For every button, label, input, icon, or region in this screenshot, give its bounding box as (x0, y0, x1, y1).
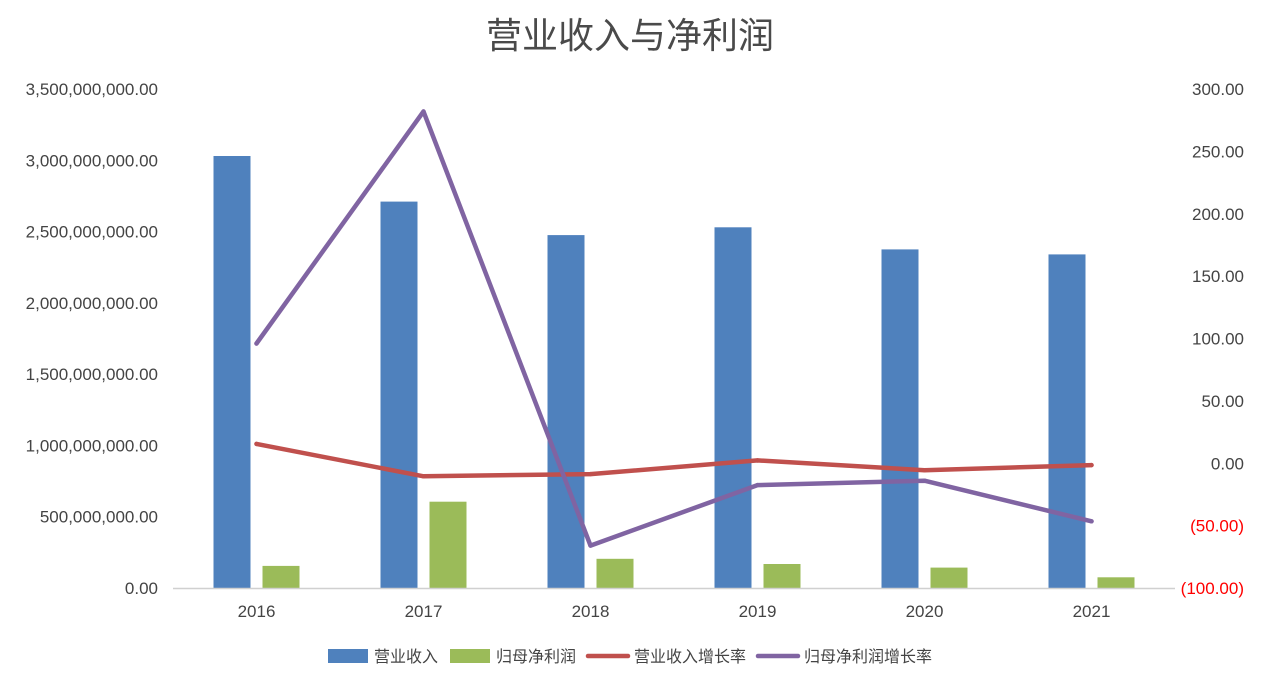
bar-营业收入-2018 (547, 235, 585, 588)
left-tick-label: 2,500,000,000.00 (26, 223, 158, 242)
chart-title: 营业收入与净利润 (486, 16, 774, 57)
left-tick-label: 500,000,000.00 (40, 508, 158, 527)
bar-归母净利润-2021 (1097, 577, 1135, 588)
legend-label-营业收入: 营业收入 (374, 647, 438, 666)
left-tick-label: 3,000,000,000.00 (26, 151, 158, 170)
bar-营业收入-2017 (380, 201, 418, 588)
right-tick-label: 150.00 (1192, 267, 1244, 286)
point-归母净利润增长率-2018 (588, 543, 593, 548)
right-tick-label: 50.00 (1201, 392, 1244, 411)
point-归母净利润增长率-2016 (254, 341, 259, 346)
right-tick-label: (100.00) (1181, 579, 1244, 598)
left-tick-label: 1,000,000,000.00 (26, 436, 158, 455)
line-归母净利润增长率 (254, 109, 1094, 548)
left-tick-label: 2,000,000,000.00 (26, 294, 158, 313)
point-营业收入增长率-2019 (755, 458, 760, 463)
x-tick-label: 2020 (906, 602, 944, 621)
bar-营业收入-2019 (714, 227, 752, 589)
bar-归母净利润-2020 (930, 567, 968, 588)
point-归母净利润增长率-2020 (922, 478, 927, 483)
bar-营业收入-2020 (881, 249, 919, 588)
legend-label-归母净利润: 归母净利润 (496, 647, 576, 666)
point-营业收入增长率-2017 (421, 474, 426, 479)
legend-label-营业收入增长率: 营业收入增长率 (634, 647, 746, 666)
bar-归母净利润-2019 (763, 564, 801, 588)
bar-营业收入-2021 (1048, 254, 1086, 588)
bar-营业收入-2016 (213, 156, 251, 588)
legend-swatch-营业收入 (328, 649, 368, 663)
right-tick-label: 0.00 (1211, 454, 1244, 473)
bar-归母净利润-2018 (596, 558, 634, 588)
point-营业收入增长率-2020 (922, 468, 927, 473)
bar-归母净利润-2016 (262, 565, 300, 588)
x-tick-label: 2019 (739, 602, 777, 621)
left-tick-label: 3,500,000,000.00 (26, 80, 158, 99)
point-归母净利润增长率-2019 (755, 482, 760, 488)
point-营业收入增长率-2016 (254, 441, 259, 447)
x-tick-label: 2017 (405, 602, 443, 621)
line-营业收入增长率 (254, 441, 1094, 479)
point-归母净利润增长率-2017 (421, 109, 426, 114)
left-tick-label: 0.00 (125, 579, 158, 598)
right-tick-label: 100.00 (1192, 330, 1244, 349)
x-tick-label: 2016 (238, 602, 276, 621)
point-营业收入增长率-2021 (1089, 462, 1094, 468)
bar-归母净利润-2017 (429, 501, 467, 588)
right-tick-label: (50.00) (1190, 517, 1244, 536)
point-归母净利润增长率-2021 (1089, 519, 1094, 524)
x-tick-label: 2018 (572, 602, 610, 621)
legend-label-归母净利润增长率: 归母净利润增长率 (804, 647, 932, 666)
right-tick-label: 300.00 (1192, 80, 1244, 99)
legend-swatch-归母净利润 (450, 649, 490, 663)
left-tick-label: 1,500,000,000.00 (26, 365, 158, 384)
right-tick-label: 250.00 (1192, 142, 1244, 161)
point-营业收入增长率-2018 (588, 471, 593, 477)
x-tick-label: 2021 (1073, 602, 1111, 621)
right-tick-label: 200.00 (1192, 205, 1244, 224)
